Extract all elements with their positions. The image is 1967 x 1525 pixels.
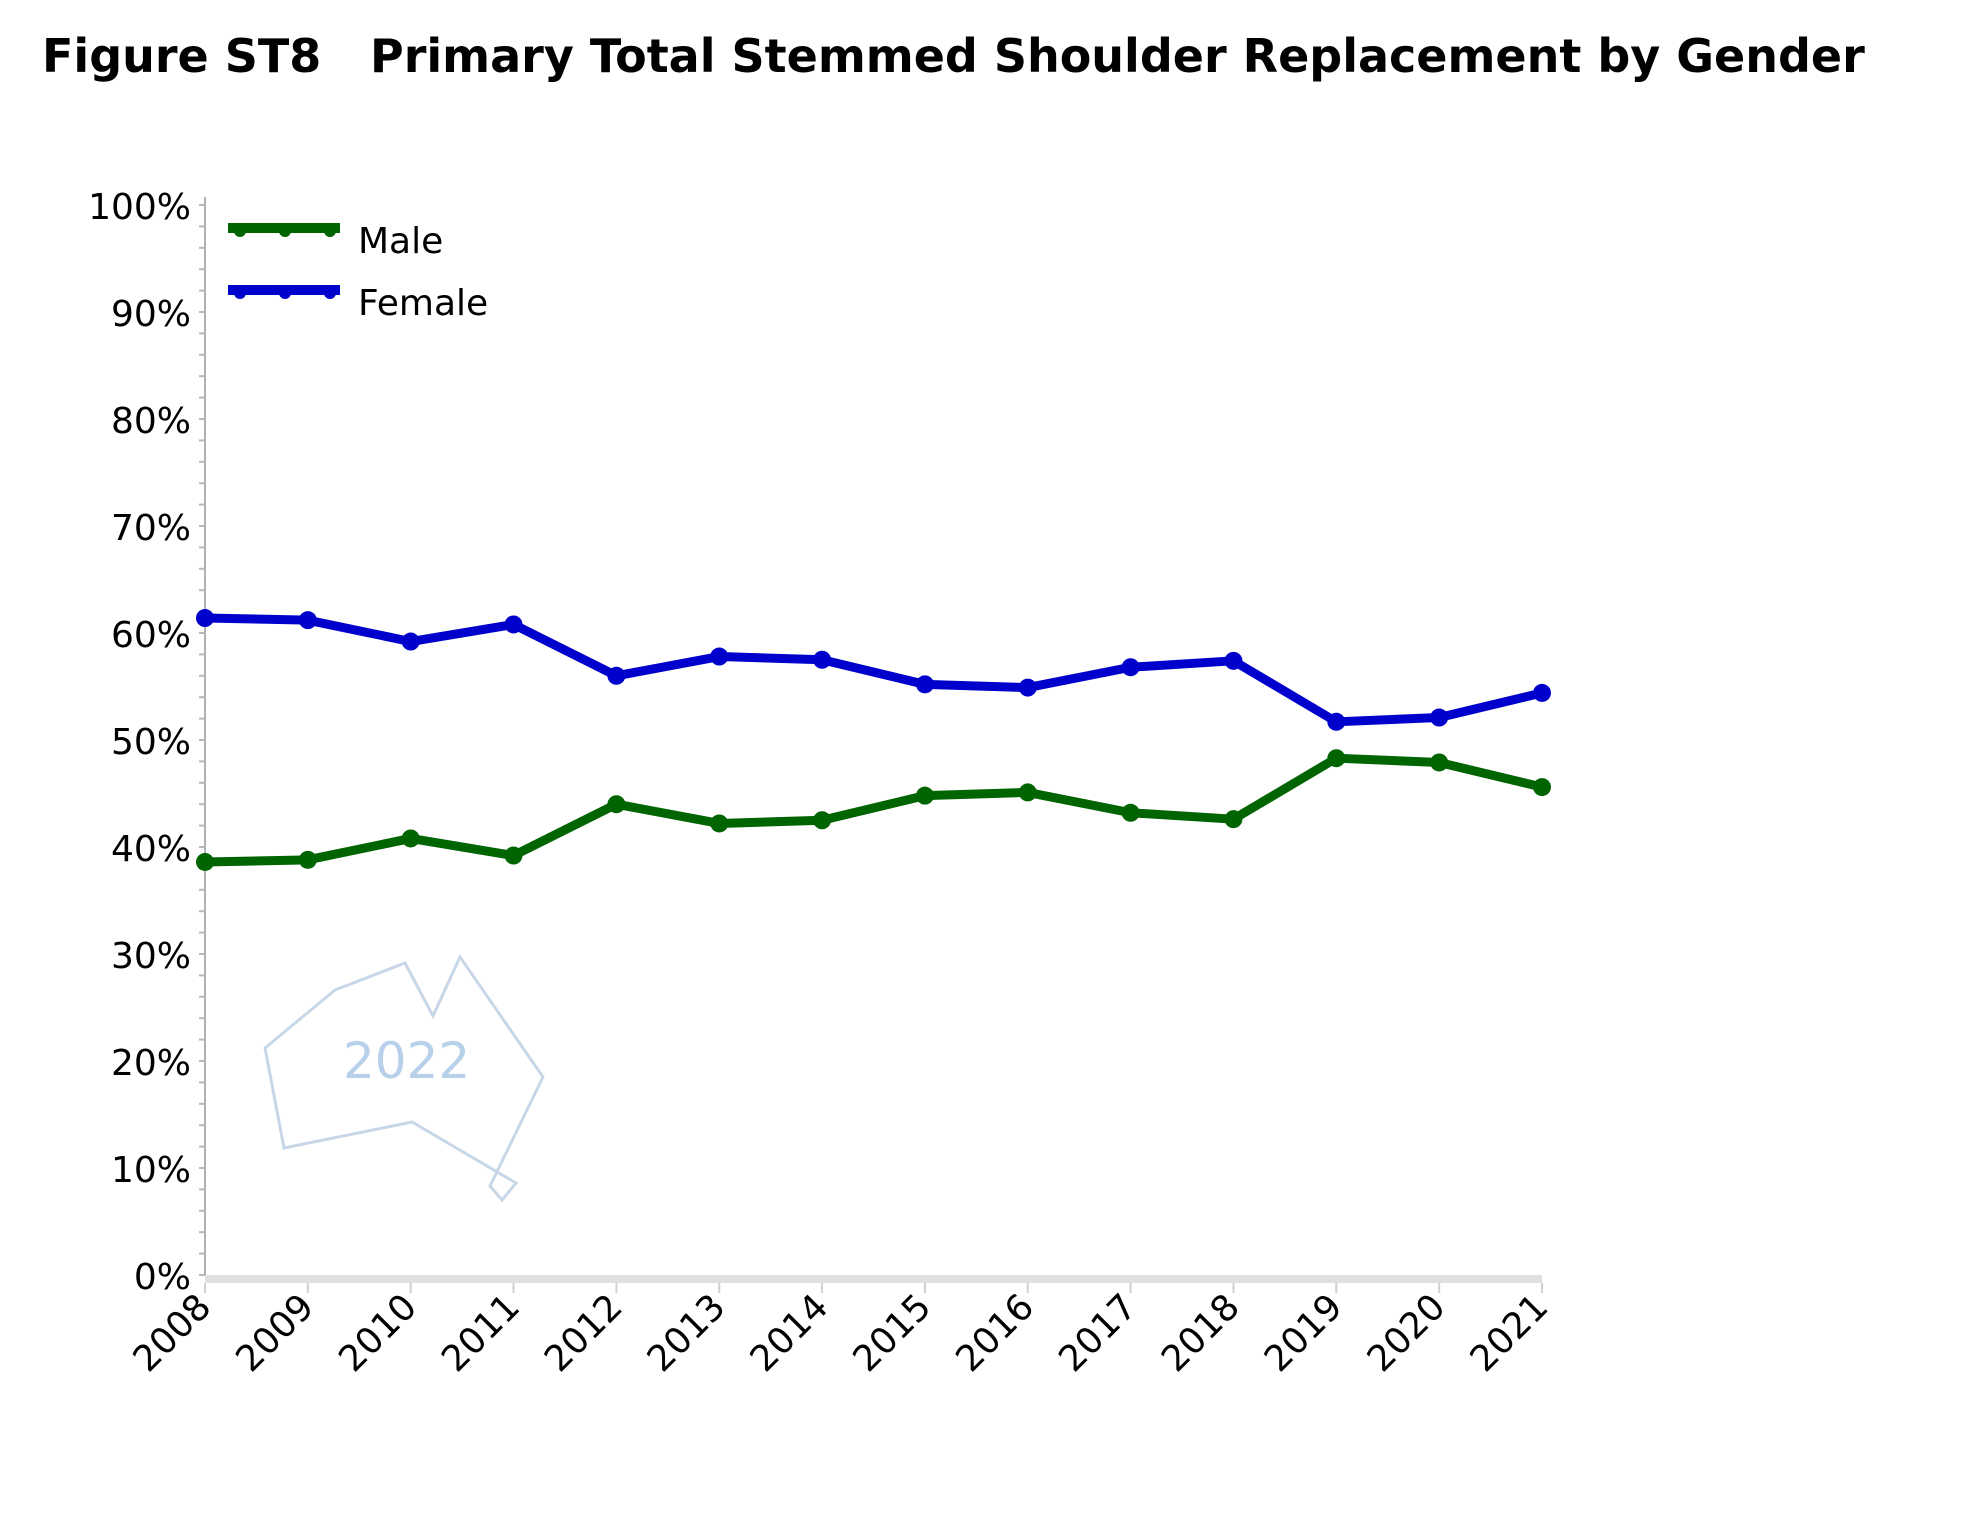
x-tick-label: 2017 xyxy=(1051,1286,1145,1380)
data-point-male xyxy=(1121,803,1140,822)
y-tick-label: 60% xyxy=(111,615,191,656)
legend-marker xyxy=(234,287,246,299)
legend-marker xyxy=(324,225,336,237)
legend-label-female: Female xyxy=(358,283,488,324)
data-point-female xyxy=(1224,651,1243,670)
y-tick-label: 100% xyxy=(88,187,191,228)
legend-marker xyxy=(279,225,291,237)
x-tick-label: 2016 xyxy=(948,1286,1042,1380)
data-point-male xyxy=(607,795,626,814)
data-point-male xyxy=(1327,749,1346,768)
x-tick-label: 2012 xyxy=(537,1286,631,1380)
data-point-male xyxy=(298,850,317,869)
data-point-female xyxy=(1327,712,1346,731)
chart-title: Primary Total Stemmed Shoulder Replaceme… xyxy=(370,29,1865,83)
y-tick-label: 90% xyxy=(111,294,191,335)
y-tick-label: 0% xyxy=(134,1257,191,1298)
x-tick-label: 2010 xyxy=(331,1286,425,1380)
x-tick-label: 2019 xyxy=(1257,1286,1351,1380)
data-point-male xyxy=(196,852,214,871)
data-point-female xyxy=(1121,658,1140,677)
data-point-female xyxy=(915,675,934,694)
data-point-female xyxy=(1018,678,1037,697)
data-point-female xyxy=(813,650,832,669)
x-tick-label: 2021 xyxy=(1463,1286,1557,1380)
data-point-female xyxy=(196,609,214,628)
y-tick-label: 50% xyxy=(111,722,191,763)
data-point-female xyxy=(710,647,729,666)
x-tick-label: 2020 xyxy=(1360,1286,1454,1380)
series-line-male xyxy=(204,753,1544,867)
data-point-male xyxy=(401,829,420,848)
x-tick-label: 2018 xyxy=(1154,1286,1248,1380)
series-line-female xyxy=(204,613,1544,727)
legend-marker xyxy=(234,225,246,237)
watermark-year: 2022 xyxy=(343,1032,470,1090)
x-tick-label: 2015 xyxy=(846,1286,940,1380)
data-point-female xyxy=(1533,683,1551,702)
x-tick-label: 2013 xyxy=(640,1286,734,1380)
series-lines xyxy=(196,609,1551,871)
y-tick-label: 20% xyxy=(111,1043,191,1084)
x-tick-label: 2014 xyxy=(743,1286,837,1380)
legend-label-male: Male xyxy=(358,221,443,262)
x-tick-label: 2011 xyxy=(434,1286,528,1380)
data-point-male xyxy=(1533,778,1551,797)
data-point-female xyxy=(298,611,317,630)
y-tick-label: 70% xyxy=(111,508,191,549)
x-axis-bar xyxy=(205,1275,1542,1283)
axes: 0% 10% 20% 30% 40% 50% 60% 70% 80% 90% 100% 2008 200… xyxy=(88,187,1556,1380)
data-point-male xyxy=(813,811,832,830)
data-point-male xyxy=(915,786,934,805)
y-tick-label: 30% xyxy=(111,936,191,977)
legend-marker xyxy=(324,287,336,299)
y-tick-label: 40% xyxy=(111,829,191,870)
y-tick-label: 80% xyxy=(111,401,191,442)
y-tick-label: 10% xyxy=(111,1150,191,1191)
data-point-male xyxy=(504,846,523,865)
legend-marker xyxy=(279,287,291,299)
watermark-australia-map: 2022 xyxy=(263,953,545,1203)
data-point-male xyxy=(1018,783,1037,802)
data-point-female xyxy=(504,615,523,634)
data-point-male xyxy=(1430,753,1449,772)
data-point-female xyxy=(401,632,420,651)
data-point-male xyxy=(710,814,729,833)
data-point-male xyxy=(1224,810,1243,829)
legend: Male Female xyxy=(228,221,488,324)
data-point-female xyxy=(607,666,626,685)
x-tick-label: 2008 xyxy=(126,1286,220,1380)
data-point-female xyxy=(1430,708,1449,727)
x-tick-label: 2009 xyxy=(228,1286,322,1380)
figure-label: Figure ST8 xyxy=(42,29,321,83)
